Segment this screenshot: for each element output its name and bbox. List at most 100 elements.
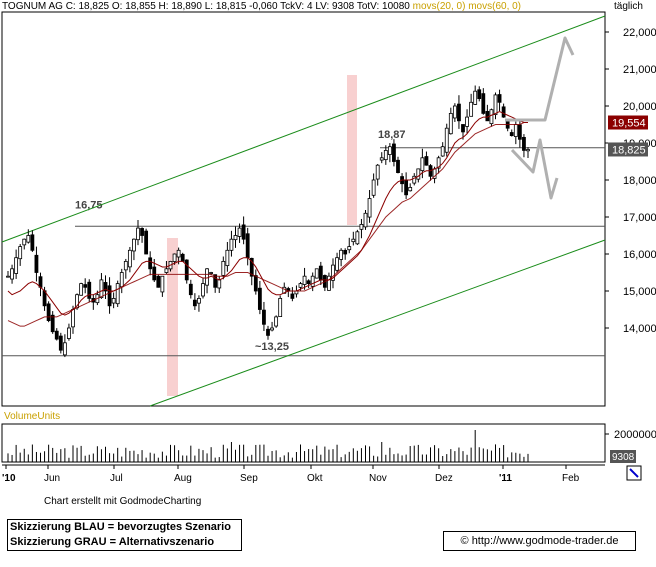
y-tick-label: 22,000	[623, 27, 656, 39]
candle-body	[79, 283, 84, 296]
candle-body	[452, 105, 457, 119]
candle-body	[457, 103, 461, 122]
x-tick-label: Aug	[174, 473, 192, 484]
last-price-badge	[608, 142, 648, 157]
x-tick-label: Feb	[562, 473, 580, 484]
chart-info-line: TOGNUM AG C: 18,825 O: 18,855 H: 18,890 …	[2, 0, 521, 14]
candle-body	[54, 330, 59, 340]
y-tick-label: 17,000	[623, 212, 656, 224]
source-url-link[interactable]: © http://www.godmode-trader.de	[443, 531, 636, 551]
legend-grey: Skizzierung GRAU = Alternativszenario	[10, 536, 215, 548]
candle-body	[412, 175, 417, 184]
candle-body	[448, 113, 453, 135]
candle-body	[302, 275, 307, 285]
candle-body	[136, 227, 140, 241]
candle-body	[245, 233, 250, 259]
candle-body	[192, 299, 197, 307]
candle-body	[298, 283, 303, 288]
candle-body	[392, 143, 396, 162]
candle-body	[209, 272, 214, 274]
candle-body	[396, 159, 400, 173]
candle-body	[489, 109, 494, 125]
candle-body	[148, 257, 153, 270]
candle-body	[404, 180, 409, 196]
candle-body	[379, 157, 384, 161]
price-panel-frame	[1, 11, 606, 407]
scenario-arrow-up	[505, 36, 575, 122]
scenario-arrow-down	[510, 138, 559, 200]
candle-body	[497, 94, 502, 103]
candle-body	[371, 179, 376, 196]
candle-body	[517, 124, 522, 140]
candle-body	[351, 238, 356, 243]
candle-body	[440, 146, 445, 157]
candle-body	[522, 136, 526, 151]
candle-body	[266, 328, 270, 336]
candle-body	[205, 268, 209, 286]
x-tick-label: Jun	[44, 473, 60, 484]
legend-blue: Skizzierung BLAU = bevorzugtes Szenario	[10, 521, 231, 533]
candle-body	[481, 93, 486, 114]
candle-body	[473, 90, 478, 105]
channel-upper-line	[1, 15, 606, 243]
candle-body	[331, 264, 335, 281]
candle-body	[197, 297, 201, 304]
candle-body	[144, 230, 149, 255]
candle-body	[176, 249, 181, 258]
candle-body	[115, 283, 120, 305]
candle-body	[461, 124, 465, 133]
candle-body	[111, 297, 116, 304]
candle-body	[26, 235, 31, 243]
period-label: täglich	[614, 1, 643, 12]
candle-body	[58, 335, 63, 351]
level-annotation: ~13,25	[255, 341, 289, 353]
y-tick-label: 18,000	[623, 175, 656, 187]
candle-body	[132, 238, 136, 252]
candle-body	[383, 149, 388, 161]
candle-body	[262, 309, 266, 325]
candle-body	[327, 275, 331, 291]
candle-body	[225, 249, 230, 267]
candle-body	[46, 303, 51, 322]
candle-body	[22, 238, 27, 246]
candle-body	[257, 287, 262, 310]
candle-body	[509, 132, 514, 137]
candle-body	[375, 164, 380, 180]
highlight-zone-jul	[167, 238, 178, 396]
candle-body	[343, 249, 348, 255]
quote-summary: TOGNUM AG C: 18,825 O: 18,855 H: 18,890 …	[2, 1, 410, 12]
level-annotation: 16,75	[75, 199, 103, 211]
candle-body	[217, 279, 222, 289]
candle-body	[180, 253, 185, 262]
candle-body	[221, 260, 226, 276]
candle-body	[184, 259, 189, 281]
ma-price-badge	[608, 115, 648, 130]
x-tick-label: Okt	[307, 473, 323, 484]
candle-body	[87, 281, 92, 299]
y-tick-label: 21,000	[623, 64, 656, 76]
chart-credit: Chart erstellt mit GodmodeCharting	[44, 496, 202, 507]
candle-body	[416, 168, 421, 180]
candle-body	[249, 257, 254, 277]
candle-body	[107, 285, 112, 307]
candle-body	[270, 327, 274, 331]
x-tick-label: Jul	[110, 473, 123, 484]
candle-body	[253, 275, 258, 292]
y-tick-label: 20,000	[623, 101, 656, 113]
candle-body	[363, 212, 368, 228]
candle-body	[436, 157, 441, 169]
level-annotation: 18,87	[378, 129, 406, 141]
candle-body	[99, 279, 104, 299]
candle-body	[408, 186, 413, 192]
candle-body	[172, 253, 177, 262]
volume-axis-label: 2000000	[614, 429, 656, 441]
candle-body	[119, 272, 124, 288]
candle-body	[71, 309, 75, 328]
candle-body	[339, 249, 344, 260]
x-tick-label: Dez	[435, 473, 453, 484]
candle-body	[387, 146, 392, 155]
last-price-label: 18,825	[612, 144, 646, 156]
candle-body	[241, 224, 246, 240]
volume-panel-frame	[1, 423, 606, 463]
